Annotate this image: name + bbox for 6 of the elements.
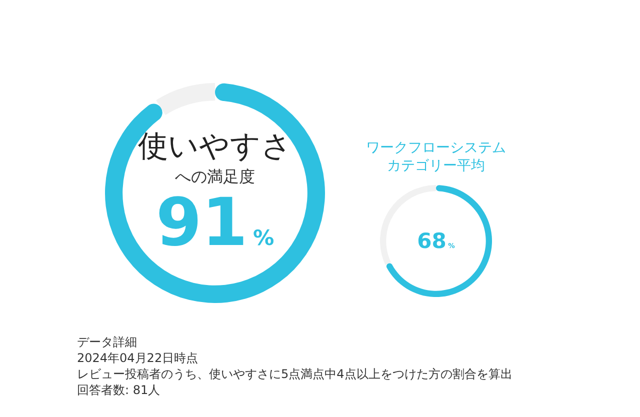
text: 回答者数: 81人 (77, 382, 162, 398)
text: レビュー投稿者のうち、使いやすさに5点満点中4点以上をつけた方の割合を算出 (77, 366, 512, 382)
text: 2024年04月22日時点 (77, 350, 200, 366)
chart-title: ワークフローシステムカテゴリー平均 (365, 139, 507, 175)
text: データ詳細 (77, 334, 138, 350)
text: 使いやすさ (138, 128, 292, 166)
